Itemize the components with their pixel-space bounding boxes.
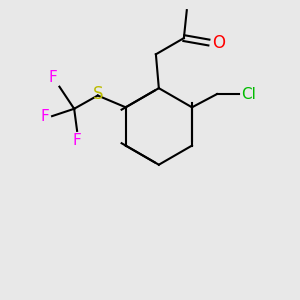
Text: F: F [48, 70, 57, 85]
Text: Cl: Cl [242, 87, 256, 102]
Text: O: O [212, 34, 225, 52]
Text: F: F [73, 133, 82, 148]
Text: S: S [92, 85, 103, 103]
Text: F: F [41, 109, 50, 124]
